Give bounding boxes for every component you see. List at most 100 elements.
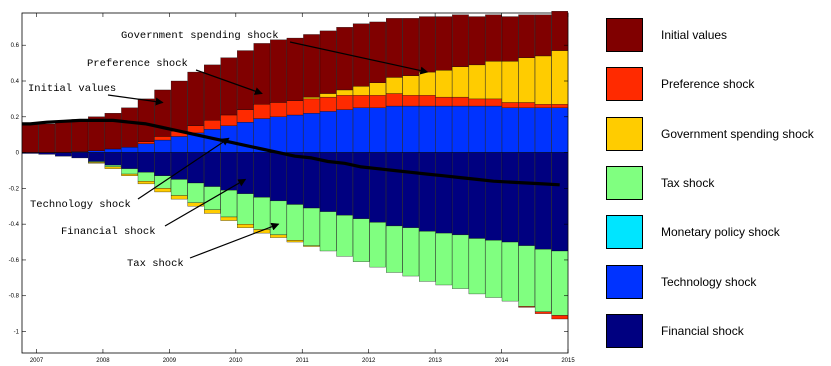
- bar-initial-values: [485, 14, 502, 62]
- bar-financial-shock: [286, 152, 304, 205]
- bar-tax-shock: [485, 240, 502, 298]
- annotation-label: Technology shock: [30, 199, 131, 211]
- total-line: [22, 118, 560, 187]
- bar-initial-values: [22, 123, 39, 153]
- bar-technology-shock: [352, 107, 370, 153]
- bar-technology-shock: [452, 105, 469, 153]
- bar-financial-shock: [518, 152, 535, 246]
- bar-preference-shock: [386, 93, 403, 107]
- bar-preference-shock: [286, 100, 304, 116]
- bar-government-spending-shock: [352, 86, 370, 96]
- legend-swatch: [606, 165, 643, 200]
- bar-financial-shock: [402, 152, 420, 228]
- bar-initial-values: [204, 64, 221, 121]
- bar-financial-shock: [237, 152, 254, 194]
- bar-technology-shock: [88, 150, 105, 153]
- bar-technology-shock: [551, 107, 568, 153]
- bar-technology-shock: [485, 105, 502, 153]
- legend-swatch: [606, 264, 643, 299]
- bar-initial-values: [386, 18, 403, 78]
- bar-tax-shock: [137, 172, 155, 182]
- bar-initial-values: [468, 16, 486, 66]
- bar-preference-shock: [485, 98, 502, 107]
- bar-financial-shock: [204, 152, 221, 187]
- legend-label: Tax shock: [661, 175, 715, 190]
- x-tick-label: 2014: [495, 358, 509, 364]
- bar-financial-shock: [253, 152, 271, 198]
- x-tick-label: 2009: [163, 358, 177, 364]
- bar-financial-shock: [534, 152, 552, 250]
- bar-tax-shock: [518, 245, 535, 307]
- bar-tax-shock: [303, 207, 320, 246]
- bar-tax-shock: [402, 227, 420, 277]
- bar-technology-shock: [336, 109, 353, 153]
- bar-tax-shock: [452, 234, 469, 289]
- bar-technology-shock: [435, 105, 453, 153]
- bar-initial-values: [551, 11, 568, 51]
- bar-government-spending-shock: [468, 64, 486, 100]
- bar-tax-shock: [369, 222, 386, 268]
- y-tick-label: -0.6: [9, 258, 20, 264]
- bar-preference-shock: [253, 104, 271, 119]
- bar-initial-values: [38, 123, 56, 153]
- bar-residual-segment: [237, 224, 254, 228]
- y-tick-label: -1: [14, 330, 20, 336]
- bar-preference-shock: [270, 102, 287, 117]
- bar-preference-shock: [303, 98, 320, 114]
- bar-financial-shock: [38, 152, 56, 155]
- bar-residual-segment: [286, 240, 304, 243]
- bar-technology-shock: [534, 107, 552, 153]
- bar-initial-values: [71, 119, 89, 152]
- legend-item: Government spending shock: [606, 116, 826, 157]
- bar-financial-shock: [369, 152, 386, 223]
- bar-financial-shock: [452, 152, 469, 236]
- annotation-arrow: [189, 222, 280, 259]
- bar-financial-shock: [88, 152, 105, 162]
- bar-tax-shock: [468, 238, 486, 295]
- bar-initial-values: [137, 98, 155, 142]
- legend-label: Technology shock: [661, 274, 757, 289]
- bar-initial-values: [319, 30, 337, 94]
- bar-preference-shock: [187, 125, 204, 134]
- bar-government-spending-shock: [419, 71, 436, 96]
- bar-government-spending-shock: [485, 61, 502, 100]
- legend-label: Preference shock: [661, 77, 755, 92]
- bars-layer: [22, 11, 568, 320]
- bar-preference-shock: [452, 96, 469, 107]
- bar-residual-segment: [154, 188, 171, 193]
- bar-initial-values: [170, 80, 188, 132]
- bar-tax-shock: [386, 225, 403, 273]
- bar-residual-segment: [137, 181, 155, 185]
- y-tick-label: 0.4: [11, 79, 20, 85]
- legend-label: Monetary policy shock: [661, 225, 780, 240]
- bar-residual-segment: [303, 245, 320, 247]
- annotation-arrow: [137, 137, 230, 200]
- annotation-label: Tax shock: [127, 258, 184, 270]
- bar-tax-shock: [104, 164, 122, 168]
- x-tick-label: 2011: [296, 358, 310, 364]
- bar-tax-shock: [237, 193, 254, 225]
- bar-tax-shock: [270, 200, 287, 236]
- legend-label: Government spending shock: [661, 126, 814, 141]
- legend-swatch: [606, 18, 643, 52]
- bar-preference-shock: [435, 96, 453, 107]
- bar-preference-shock: [352, 95, 370, 108]
- bar-technology-shock: [270, 116, 287, 153]
- annotation-arrow: [164, 178, 247, 227]
- annotation-layer: Government spending shock Preference shoc…: [28, 30, 429, 270]
- bar-residual-segment: [104, 166, 122, 169]
- y-tick-label: -0.2: [9, 186, 20, 192]
- bar-tax-shock: [435, 232, 453, 286]
- bar-technology-shock: [518, 107, 535, 153]
- bar-preference-shock: [402, 95, 420, 107]
- bar-government-spending-shock: [303, 96, 320, 100]
- annotation-label: Government spending shock: [121, 30, 279, 42]
- bar-technology-shock: [137, 143, 155, 153]
- bar-government-spending-shock: [452, 66, 469, 98]
- bar-financial-shock: [485, 152, 502, 241]
- bar-financial-shock: [121, 152, 138, 169]
- bar-residual-segment: [253, 229, 271, 234]
- annotation-label: Initial values: [28, 83, 116, 95]
- annotation-arrow: [289, 41, 429, 75]
